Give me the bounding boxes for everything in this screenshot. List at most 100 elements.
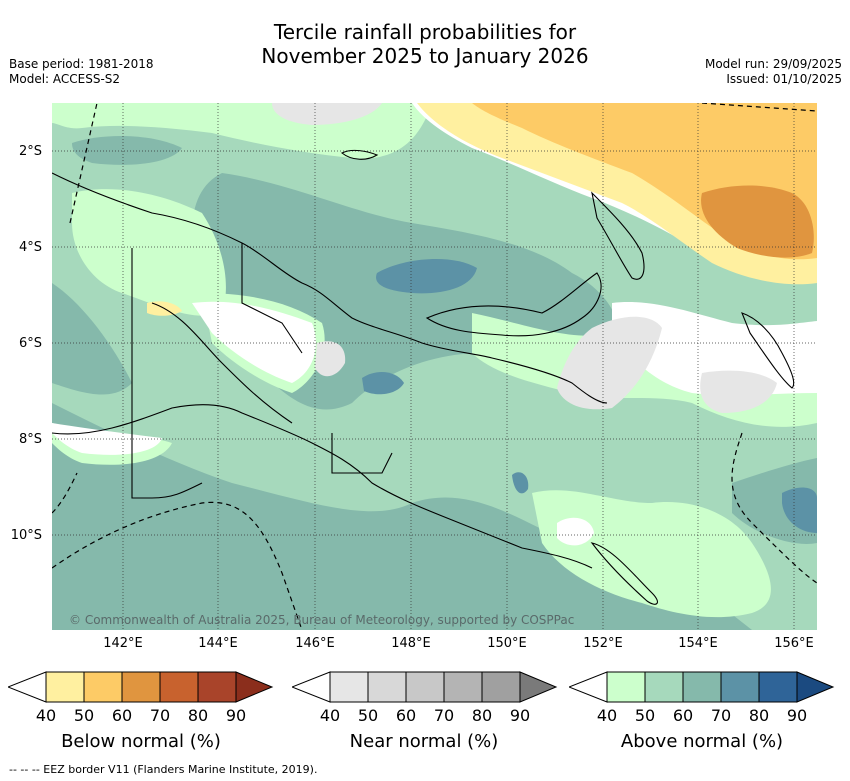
colorbar-above-bin: [644, 671, 684, 703]
colorbar-below-bin: [83, 671, 123, 703]
lon-label: 154°E: [678, 636, 718, 651]
region-70-north: [72, 136, 182, 165]
base-period: Base period: 1981-2018: [9, 57, 154, 71]
colorbar-below-bin: [159, 671, 199, 703]
colorbar-below-bin: [121, 671, 161, 703]
eez-footnote: -- -- -- EEZ border V11 (Flanders Marine…: [9, 763, 318, 776]
meta-right: Model run: 29/09/2025 Issued: 01/10/2025: [705, 57, 842, 87]
eez-borders: [52, 103, 817, 630]
legend-tick: 40: [35, 706, 57, 725]
legend-tick: 80: [748, 706, 770, 725]
region-80-east: [782, 487, 817, 533]
legend-tick: 90: [509, 706, 531, 725]
region-below-60: [701, 185, 814, 258]
eez-sw: [52, 472, 78, 514]
colorbar-above-bin: [682, 671, 722, 703]
region-50-south: [532, 490, 771, 618]
legend-tick: 80: [471, 706, 493, 725]
legend-tick: 90: [786, 706, 808, 725]
legend-title: Near normal (%): [349, 731, 499, 752]
lon-label: 146°E: [295, 636, 335, 651]
model-name: Model: ACCESS-S2: [9, 72, 121, 86]
colorbar-below-max: [235, 671, 274, 703]
colorbar-above-bin: [758, 671, 798, 703]
title-line-1: Tercile rainfall probabilities for: [273, 20, 577, 44]
legend-tick: 80: [187, 706, 209, 725]
lat-label: 4°S: [18, 240, 42, 255]
lat-label: 6°S: [18, 336, 42, 351]
colorbar-near-bin: [405, 671, 445, 703]
eez-north: [69, 103, 98, 224]
colorbar-near: [290, 671, 558, 703]
legend-tick: 70: [710, 706, 732, 725]
lat-label: 2°S: [18, 144, 42, 159]
colorbar-near-min: [290, 671, 331, 703]
legend-tick: 50: [73, 706, 95, 725]
legend-tick: 50: [634, 706, 656, 725]
colorbar-below-bin: [197, 671, 237, 703]
eez-south: [52, 501, 303, 630]
legend-above-normal: 40 50 60 70 80 90 Above normal (%): [567, 670, 835, 752]
model-run: Model run: 29/09/2025: [704, 57, 842, 71]
region-80-south: [362, 371, 404, 395]
gridlines: [52, 103, 817, 630]
legend-tick: 40: [596, 706, 618, 725]
colorbar-above-max: [796, 671, 835, 703]
manus: [340, 149, 379, 160]
colorbar-above: [567, 671, 835, 703]
legend-tick: 60: [672, 706, 694, 725]
province-line-2: [241, 243, 303, 354]
colorbar-above-bin: [720, 671, 760, 703]
eez-ne: [701, 103, 817, 112]
region-80-center: [376, 258, 477, 294]
colorbar-above-min: [567, 671, 608, 703]
colorbar-below: [6, 671, 274, 703]
colorbar-near-max: [519, 671, 558, 703]
region-near-c: [315, 341, 346, 377]
legend-tick: 90: [225, 706, 247, 725]
new-ireland: [591, 191, 645, 280]
legend-tick: 60: [111, 706, 133, 725]
region-near-e2: [700, 370, 777, 413]
region-near-east: [557, 316, 662, 410]
region-white-east: [612, 302, 817, 396]
region-80-small: [512, 472, 529, 494]
legend-tick: 70: [433, 706, 455, 725]
legend-tick: 50: [357, 706, 379, 725]
legend-title: Below normal (%): [61, 731, 221, 752]
colorbar-above-bin: [606, 671, 646, 703]
lon-label: 156°E: [774, 636, 814, 651]
lon-label: 142°E: [103, 636, 143, 651]
map-title: Tercile rainfall probabilities for Novem…: [0, 20, 850, 68]
legend-below-normal: 40 50 60 70 80 90 Below normal (%): [6, 670, 274, 752]
title-line-2: November 2025 to January 2026: [261, 44, 589, 68]
new-guinea-north-coast: [52, 172, 608, 404]
region-white-png: [192, 301, 316, 383]
province-line-3: [331, 433, 393, 474]
legend-tick: 60: [395, 706, 417, 725]
legend-title: Above normal (%): [620, 731, 784, 752]
new-guinea-south-coast: [52, 404, 593, 569]
solomon-bougainville: [741, 312, 795, 389]
louisiade: [590, 542, 658, 605]
issued-date: Issued: 01/10/2025: [726, 72, 842, 86]
lon-label: 148°E: [391, 636, 431, 651]
copyright-notice: © Commonwealth of Australia 2025, Bureau…: [69, 613, 575, 627]
region-70-west: [52, 283, 132, 395]
legend-tick: 70: [149, 706, 171, 725]
colorbar-near-bin: [443, 671, 483, 703]
region-near-ne: [272, 103, 382, 125]
province-line-1: [151, 302, 293, 424]
new-britain: [425, 272, 602, 337]
meta-left: Base period: 1981-2018 Model: ACCESS-S2: [9, 57, 154, 87]
region-white-south: [557, 517, 594, 546]
coastlines: [52, 149, 795, 605]
colorbar-below-bin: [45, 671, 85, 703]
eez-east: [731, 432, 817, 584]
lat-label: 10°S: [10, 528, 42, 543]
png-border: [131, 248, 203, 499]
colorbar-near-bin: [329, 671, 369, 703]
lon-label: 144°E: [198, 636, 238, 651]
lat-label: 8°S: [18, 432, 42, 447]
legend-near-normal: 40 50 60 70 80 90 Near normal (%): [290, 670, 558, 752]
